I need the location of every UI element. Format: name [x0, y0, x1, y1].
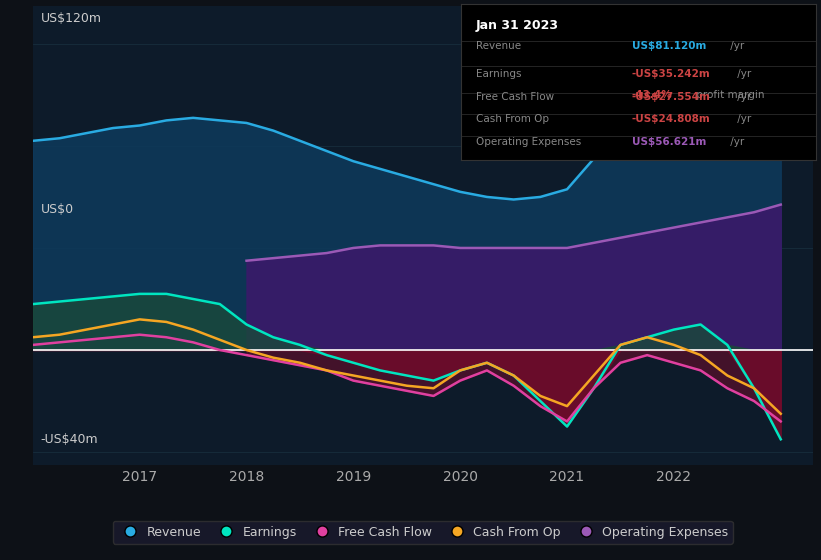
- Text: US$0: US$0: [41, 203, 74, 217]
- Text: -43.4%: -43.4%: [631, 91, 672, 100]
- Text: /yr: /yr: [734, 69, 751, 78]
- Text: US$120m: US$120m: [41, 12, 102, 26]
- Text: profit margin: profit margin: [693, 91, 764, 100]
- Text: Free Cash Flow: Free Cash Flow: [475, 92, 553, 102]
- Text: /yr: /yr: [727, 41, 745, 50]
- Text: US$81.120m: US$81.120m: [631, 41, 706, 50]
- Text: Earnings: Earnings: [475, 69, 521, 78]
- Text: -US$40m: -US$40m: [41, 433, 99, 446]
- Legend: Revenue, Earnings, Free Cash Flow, Cash From Op, Operating Expenses: Revenue, Earnings, Free Cash Flow, Cash …: [112, 520, 733, 544]
- Text: Cash From Op: Cash From Op: [475, 114, 548, 124]
- Text: -US$35.242m: -US$35.242m: [631, 69, 710, 78]
- Text: Operating Expenses: Operating Expenses: [475, 137, 580, 147]
- Text: Revenue: Revenue: [475, 41, 521, 50]
- Text: /yr: /yr: [734, 114, 751, 124]
- Text: -US$24.808m: -US$24.808m: [631, 114, 710, 124]
- Text: US$56.621m: US$56.621m: [631, 137, 706, 147]
- Text: -US$27.554m: -US$27.554m: [631, 92, 710, 102]
- Text: Jan 31 2023: Jan 31 2023: [475, 20, 558, 32]
- Text: /yr: /yr: [727, 137, 745, 147]
- Text: /yr: /yr: [734, 92, 751, 102]
